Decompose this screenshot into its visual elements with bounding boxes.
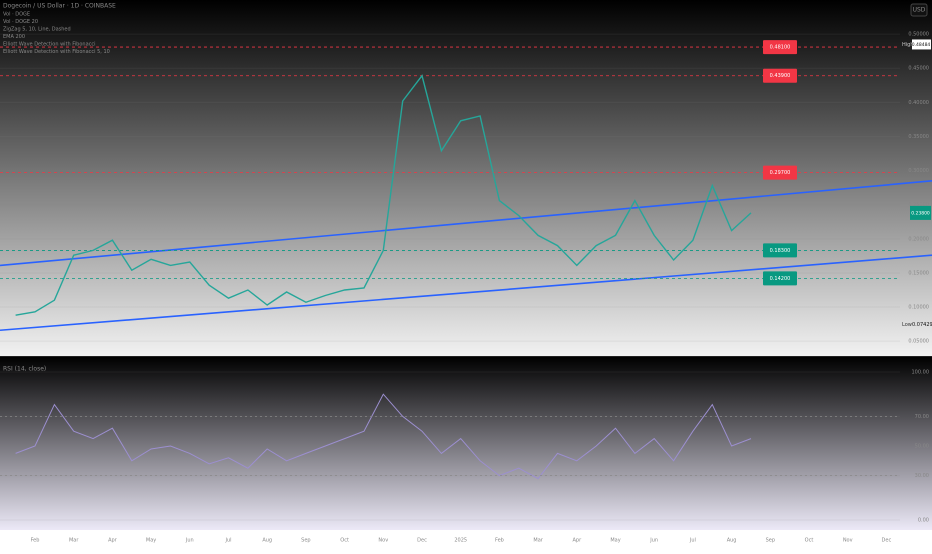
indicator-label: Vol · DOGE 20: [3, 19, 38, 25]
trendline: [0, 180, 932, 267]
y-tick-label: 0.05000: [908, 339, 929, 345]
x-tick-label: Jul: [689, 538, 696, 544]
y-tick-label: 0.15000: [908, 270, 929, 276]
y-tick-label: 0.30000: [908, 168, 929, 174]
indicator-label: Elliott Wave Detection with Fibonacci: [3, 42, 96, 48]
x-tick-label: 2025: [454, 538, 467, 544]
x-tick-label: May: [146, 538, 156, 544]
x-tick-label: Mar: [533, 538, 543, 544]
x-tick-label: May: [610, 538, 620, 544]
x-tick-label: Dec: [882, 538, 892, 544]
x-tick-label: Dec: [417, 538, 427, 544]
x-tick-label: Mar: [69, 538, 79, 544]
indicator-label: Elliott Wave Detection with Fibonacci 5,…: [3, 49, 110, 55]
x-tick-label: Apr: [108, 538, 118, 544]
x-tick-label: Jun: [649, 538, 658, 544]
currency-button[interactable]: [910, 3, 928, 17]
indicator-label: Vol · DOGE: [3, 12, 30, 18]
x-tick-label: Aug: [727, 538, 737, 544]
time-axis: [0, 530, 932, 550]
last-price-box: [910, 205, 931, 220]
low-label: 0.07429: [912, 322, 932, 328]
indicator-label: EMA 200: [3, 34, 25, 40]
level-label: 0.48100: [770, 45, 791, 51]
level-box: [763, 165, 797, 180]
high-box: [912, 39, 931, 50]
level-label: 0.18300: [770, 248, 791, 254]
level-label: 0.43900: [770, 73, 791, 79]
level-box: [763, 68, 797, 83]
chart-title: Dogecoin / US Dollar · 1D · COINBASE: [3, 3, 116, 10]
price-line: [15, 393, 752, 480]
x-tick-label: Apr: [572, 538, 582, 544]
y-tick-label: 0.20000: [908, 236, 929, 242]
indicator-label: ZigZag 5, 10, Line, Dashed: [3, 27, 71, 33]
high-label: 0.48484: [912, 42, 931, 48]
y-tick-label: 0.35000: [908, 134, 929, 140]
price-line: [15, 74, 752, 316]
y-tick-label: 30.00: [915, 473, 929, 479]
x-tick-label: Sep: [766, 538, 775, 544]
y-tick-label: 0.10000: [908, 305, 929, 311]
trendline: [0, 254, 932, 332]
rsi-pane: [0, 357, 932, 530]
x-tick-label: Nov: [843, 538, 853, 544]
last-price-label: 0.23800: [911, 210, 930, 216]
x-tick-label: Nov: [378, 538, 388, 544]
y-tick-label: 70.00: [915, 414, 929, 420]
low-text: Low: [902, 322, 912, 328]
y-tick-label: 0.45000: [908, 66, 929, 72]
x-tick-label: Feb: [495, 538, 504, 544]
x-tick-label: Feb: [31, 538, 40, 544]
x-tick-label: Oct: [340, 538, 349, 544]
x-tick-label: Sep: [301, 538, 310, 544]
currency[interactable]: USD: [913, 7, 926, 14]
level-box: [763, 40, 797, 55]
y-tick-label: 100.00: [912, 370, 930, 376]
y-tick-label: 0.50000: [908, 32, 929, 38]
level-box: [763, 271, 797, 286]
x-tick-label: Jul: [224, 538, 231, 544]
high-text: High: [902, 42, 914, 48]
level-box: [763, 243, 797, 258]
y-tick-label: 0.25000: [908, 202, 929, 208]
rsi-title: RSI (14, close): [3, 366, 46, 373]
level-label: 0.29700: [770, 170, 791, 176]
y-tick-label: 0.40000: [908, 100, 929, 106]
y-tick-label: 0.00: [918, 518, 929, 524]
y-tick-label: 50.00: [915, 444, 929, 450]
x-tick-label: Aug: [262, 538, 272, 544]
level-label: 0.14200: [770, 276, 791, 282]
x-tick-label: Jun: [185, 538, 194, 544]
x-tick-label: Oct: [805, 538, 814, 544]
